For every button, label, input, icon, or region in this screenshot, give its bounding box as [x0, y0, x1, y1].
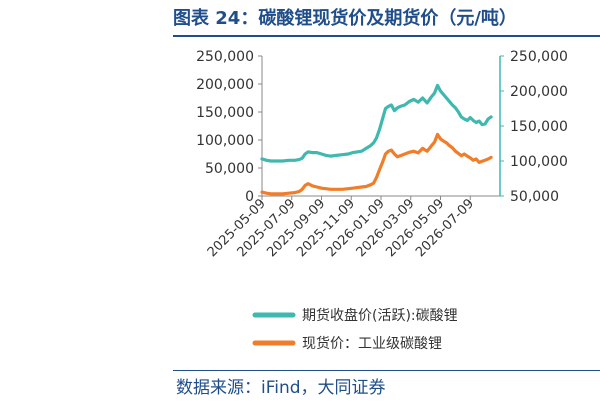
chart-legend: 期货收盘价(活跃):碳酸锂现货价：工业级碳酸锂	[252, 307, 458, 352]
series-line-2	[260, 132, 493, 196]
left-tick-label: 100,000	[196, 133, 254, 149]
right-tick-label: 250,000	[510, 49, 568, 65]
chart-lines	[260, 83, 493, 196]
left-tick-label: 200,000	[196, 77, 254, 93]
left-tick-label: 0	[245, 189, 254, 205]
chart-axes: 250,000 200,000 150,000 100,000 50,000 0 250,0…	[196, 49, 568, 260]
right-tick-label: 200,000	[510, 84, 568, 100]
chart-title: 图表 24：碳酸锂现货价及期货价（元/吨）	[173, 8, 517, 29]
right-tick-label: 50,000	[510, 189, 559, 205]
right-tick-label: 100,000	[510, 154, 568, 170]
right-tick-label: 150,000	[510, 119, 568, 135]
legend-label: 现货价：工业级碳酸锂	[302, 335, 442, 352]
source-note: 数据来源：iFind，大同证券	[176, 378, 386, 398]
series-line-1	[260, 83, 493, 163]
source-rule	[173, 370, 600, 371]
left-tick-label: 50,000	[205, 161, 254, 177]
legend-label: 期货收盘价(活跃):碳酸锂	[302, 307, 458, 324]
left-tick-label: 150,000	[196, 105, 254, 121]
left-tick-label: 250,000	[196, 49, 254, 65]
title-rule	[173, 35, 600, 37]
chart-canvas: 250,000 200,000 150,000 100,000 50,000 0 250,0…	[196, 49, 568, 352]
